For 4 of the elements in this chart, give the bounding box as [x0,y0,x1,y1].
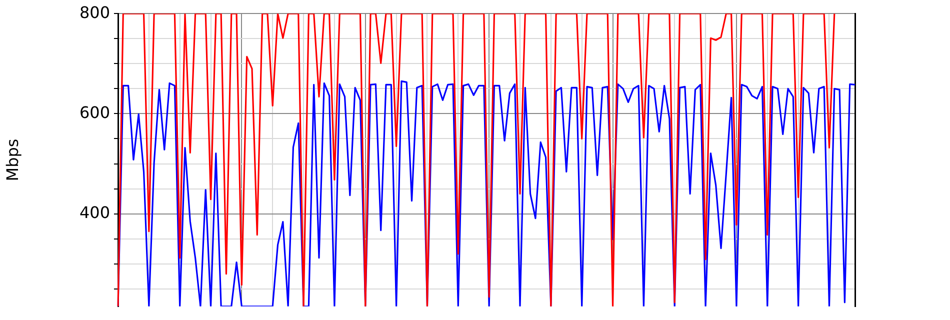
y-axis-title: Mbps [2,138,22,182]
y-tick-label: 400 [79,202,110,222]
y-tick-label: 600 [79,102,110,122]
y-tick-label: 800 [79,2,110,22]
